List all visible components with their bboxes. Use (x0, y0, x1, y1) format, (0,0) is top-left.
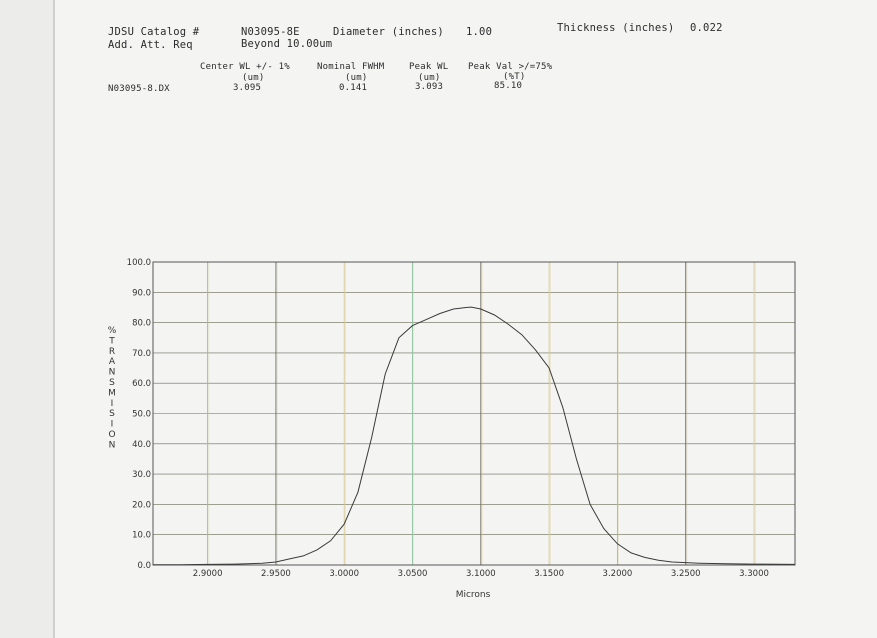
diameter-value: 1.00 (466, 26, 493, 38)
chart-grid (153, 262, 795, 565)
y-tick-label: 60.0 (132, 379, 151, 389)
y-axis-label-letter: S (109, 409, 115, 419)
y-tick-labels: 0.0 10.0 20.0 30.0 40.0 50.0 60.0 70.0 80.0 90.0 1… (127, 258, 151, 571)
x-tick-label: 3.1000 (466, 569, 496, 579)
y-axis-label-letter: M (108, 388, 116, 398)
scanned-paper-edge (0, 0, 54, 638)
diameter-label: Diameter (inches) (333, 26, 444, 38)
attenuation-value: Beyond 10.00um (241, 38, 333, 50)
y-axis-label-letter: A (109, 357, 116, 367)
thickness-value: 0.022 (690, 22, 723, 34)
y-axis-label-letter: S (109, 378, 115, 388)
catalog-value: N03095-8E (241, 26, 300, 38)
attenuation-label: Add. Att. Req (108, 39, 193, 51)
spec-unit-center-wl: (um) (242, 73, 265, 83)
spec-unit-fwhm: (um) (345, 73, 368, 83)
y-tick-label: 0.0 (137, 561, 151, 571)
y-tick-label: 10.0 (132, 531, 151, 541)
x-tick-label: 3.2000 (603, 569, 633, 579)
y-axis-label-letter: T (108, 336, 115, 346)
x-tick-labels: 2.9000 2.9500 3.0000 3.0500 3.1000 3.1500 3.20… (193, 569, 769, 579)
y-axis-label-letter: I (111, 399, 114, 409)
x-tick-label: 2.9000 (193, 569, 223, 579)
y-axis-label-letter: N (109, 368, 116, 378)
y-axis-label-letter: I (111, 420, 114, 430)
y-axis-label-letter: R (109, 347, 115, 357)
spec-value-center-wl: 3.095 (233, 83, 262, 93)
spec-row-label: N03095-8.DX (108, 84, 170, 94)
spec-col-peak-val: Peak Val >/=75% (468, 62, 553, 72)
y-axis-label-letter: % (108, 326, 117, 336)
spec-col-peak-wl: Peak WL (409, 62, 449, 72)
y-tick-label: 40.0 (132, 440, 151, 450)
spec-col-fwhm: Nominal FWHM (317, 62, 385, 72)
spec-value-peak-wl: 3.093 (415, 82, 444, 92)
y-tick-label: 20.0 (132, 500, 151, 510)
x-tick-label: 3.2500 (671, 569, 701, 579)
y-tick-label: 100.0 (127, 258, 151, 268)
scanned-paper-edge-line (53, 0, 55, 638)
y-axis-label-letter: N (109, 440, 116, 450)
x-axis-label: Microns (456, 590, 491, 600)
spec-value-peak-val: 85.10 (494, 81, 523, 91)
y-axis-label-letter: O (108, 430, 115, 440)
x-tick-label: 3.0500 (398, 569, 428, 579)
y-tick-label: 30.0 (132, 470, 151, 480)
thickness-label: Thickness (inches) (557, 22, 675, 34)
x-tick-label: 3.0000 (329, 569, 359, 579)
transmission-curve (153, 306, 796, 566)
spec-value-fwhm: 0.141 (339, 83, 368, 93)
y-tick-label: 70.0 (132, 349, 151, 359)
spec-unit-peak-wl: (um) (418, 73, 441, 83)
plot-frame (152, 261, 796, 566)
y-tick-label: 50.0 (132, 410, 151, 420)
spec-col-center-wl: Center WL +/- 1% (200, 62, 290, 72)
x-tick-label: 2.9500 (261, 569, 291, 579)
spec-unit-peak-val: (%T) (503, 72, 526, 82)
x-tick-label: 3.3000 (739, 569, 769, 579)
catalog-label: JDSU Catalog # (108, 26, 200, 38)
y-tick-label: 80.0 (132, 319, 151, 329)
y-tick-label: 90.0 (132, 288, 151, 298)
x-tick-label: 3.1500 (534, 569, 564, 579)
